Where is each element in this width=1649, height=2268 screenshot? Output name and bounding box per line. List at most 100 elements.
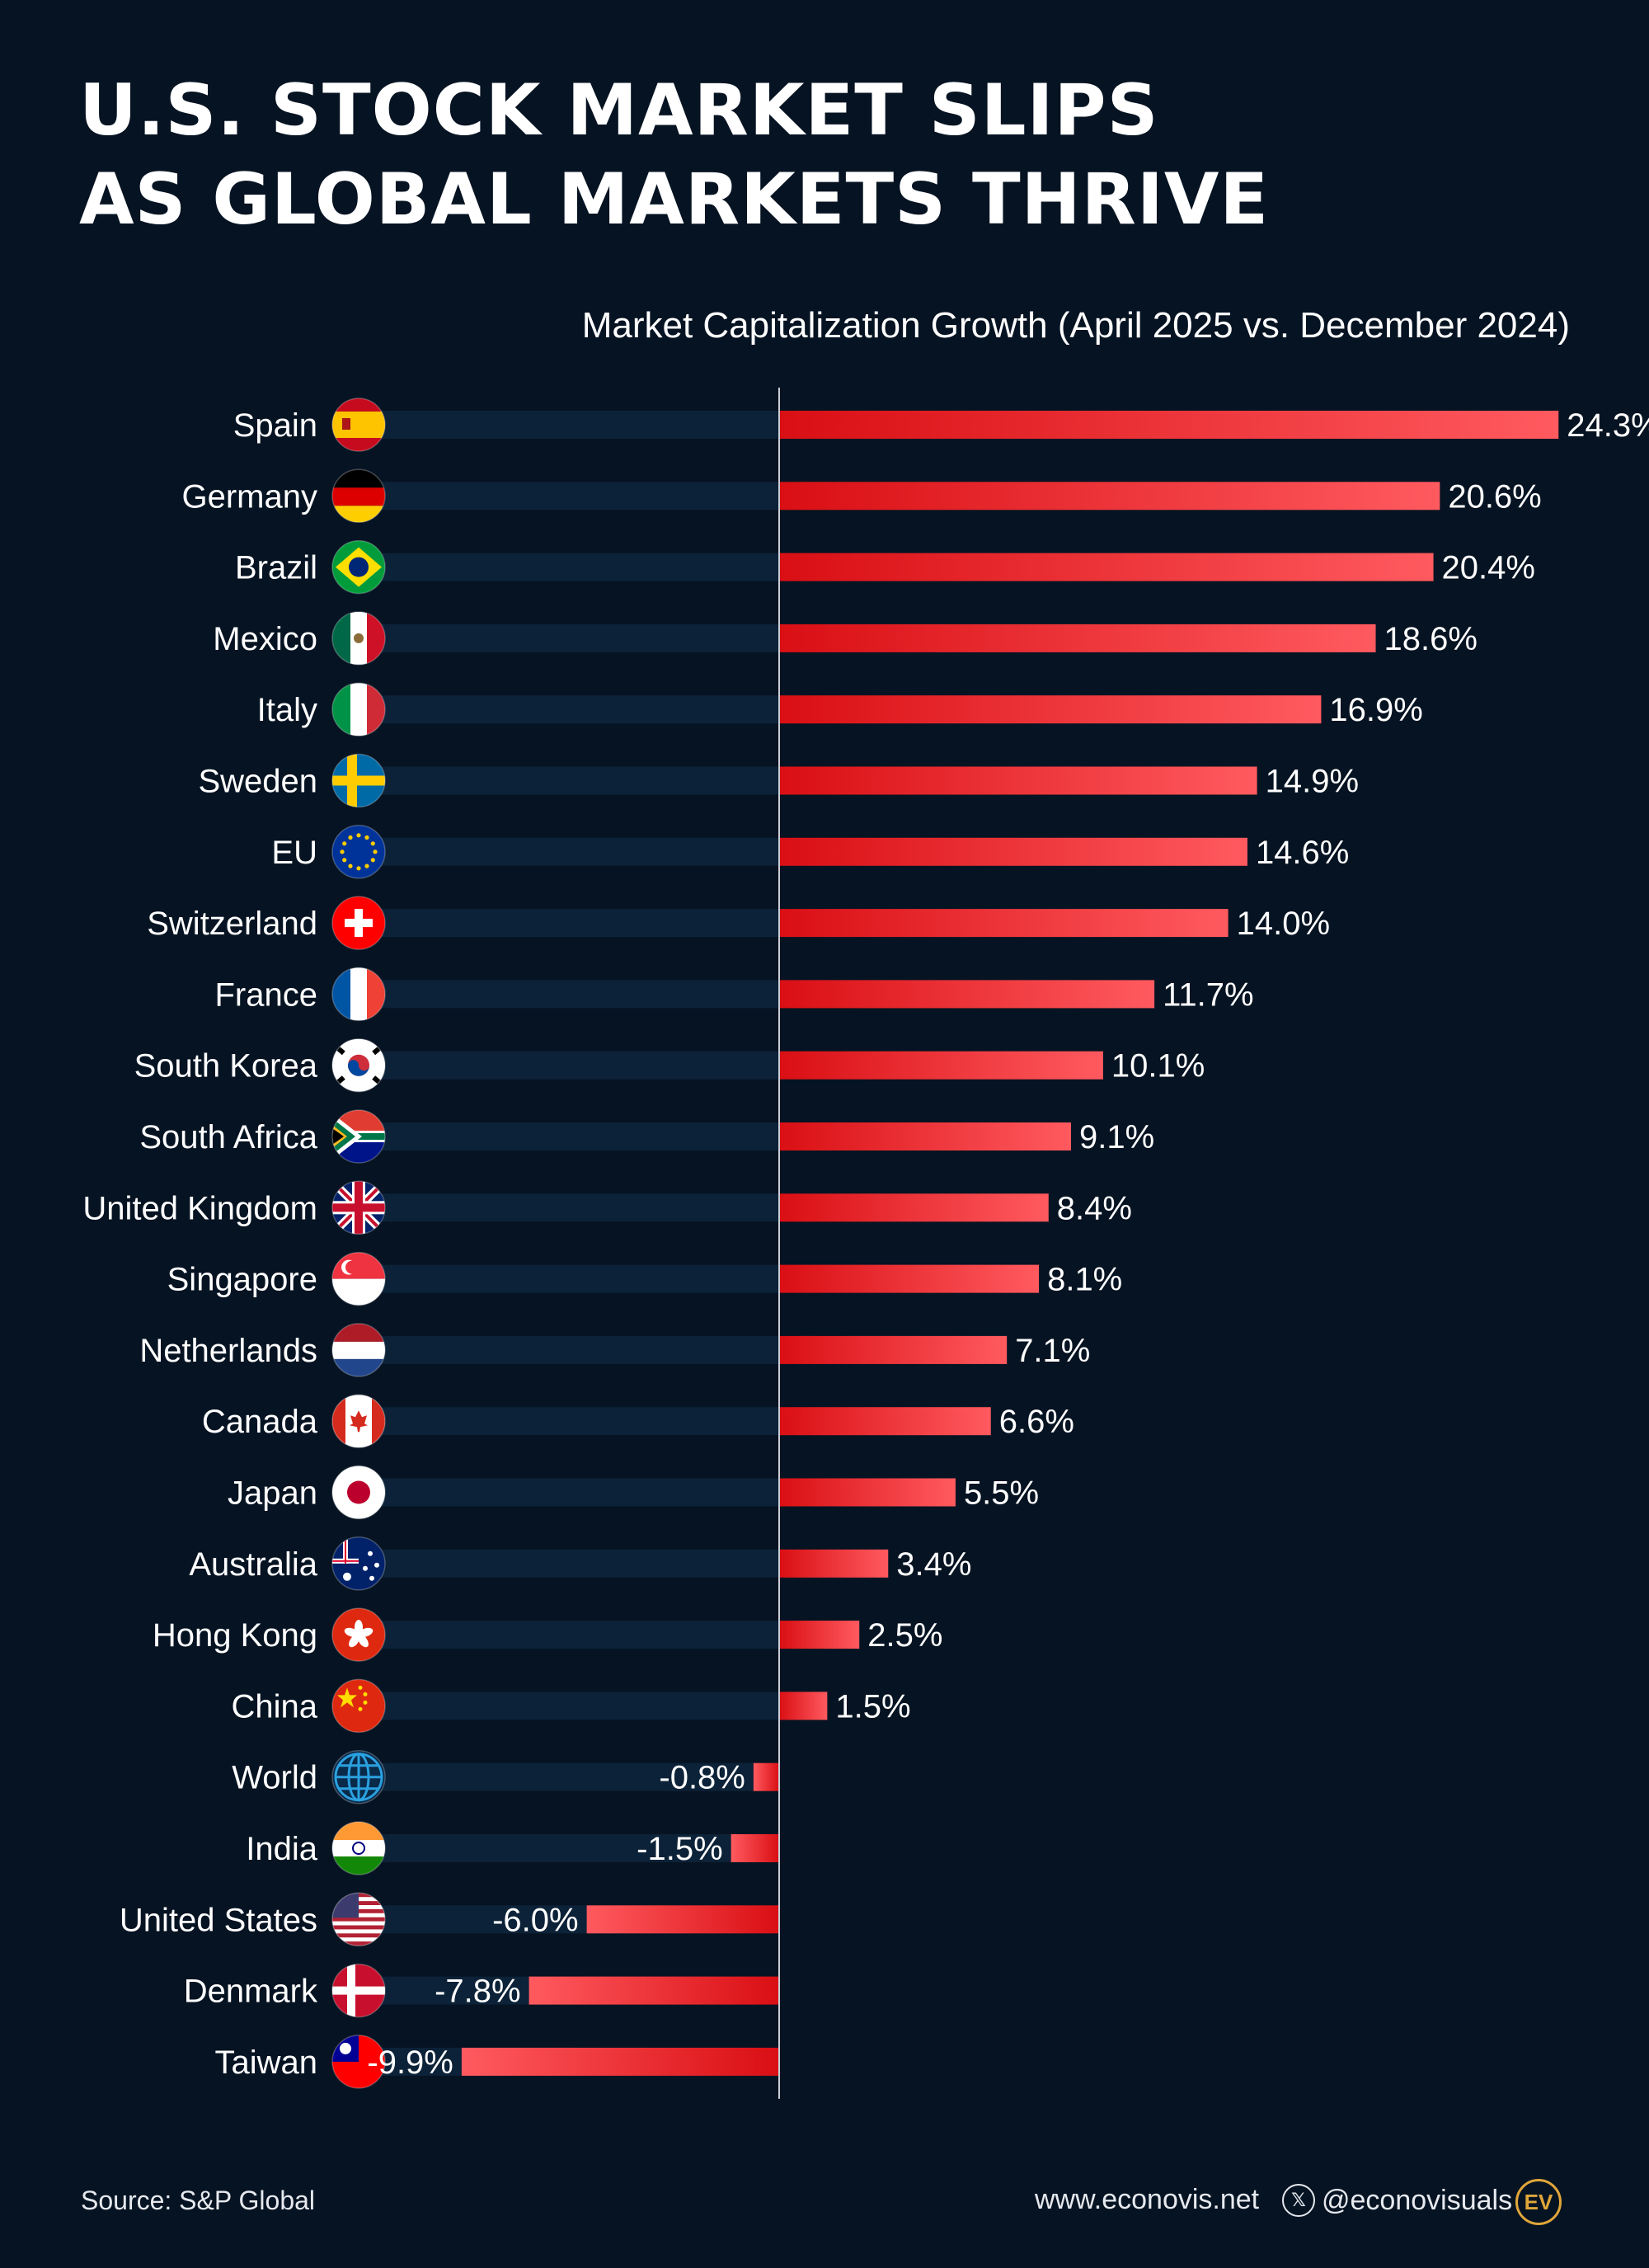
bar-track-south-africa bbox=[375, 1122, 779, 1150]
value-label-switzerland: 14.0% bbox=[1237, 906, 1330, 942]
bar-track-eu bbox=[375, 837, 779, 866]
title-line-2: AS GLOBAL MARKETS THRIVE bbox=[79, 158, 1270, 241]
south-africa-flag-icon bbox=[331, 1109, 386, 1164]
country-label-denmark: Denmark bbox=[184, 1974, 318, 2010]
netherlands-flag-icon bbox=[331, 1323, 386, 1377]
value-label-australia: 3.4% bbox=[896, 1546, 971, 1583]
chart-title: U.S. STOCK MARKET SLIPS AS GLOBAL MARKET… bbox=[79, 66, 1270, 244]
spain-flag-icon bbox=[331, 398, 386, 452]
country-label-italy: Italy bbox=[257, 692, 317, 728]
country-label-south-korea: South Korea bbox=[134, 1048, 318, 1085]
bar-united-states bbox=[586, 1905, 779, 1934]
country-label-brazil: Brazil bbox=[235, 550, 317, 586]
canada-flag-icon bbox=[331, 1394, 386, 1448]
globe-icon bbox=[331, 1749, 386, 1805]
country-label-germany: Germany bbox=[182, 478, 318, 515]
bar-track-japan bbox=[375, 1478, 779, 1507]
italy-flag-icon bbox=[331, 682, 386, 736]
value-label-germany: 20.6% bbox=[1448, 478, 1541, 515]
bar-netherlands bbox=[779, 1335, 1008, 1364]
country-label-china: China bbox=[231, 1688, 317, 1725]
bar-track-china bbox=[375, 1692, 779, 1720]
country-label-india: India bbox=[246, 1831, 317, 1867]
value-label-united-states: -6.0% bbox=[492, 1902, 579, 1938]
bar-track-canada bbox=[375, 1407, 779, 1436]
social-handle-text: @econovisuals bbox=[1322, 2184, 1513, 2216]
value-label-mexico: 18.6% bbox=[1384, 621, 1478, 657]
value-label-canada: 6.6% bbox=[999, 1404, 1074, 1440]
united-states-flag-icon bbox=[331, 1892, 386, 1947]
value-label-italy: 16.9% bbox=[1329, 692, 1422, 728]
bar-track-south-korea bbox=[375, 1051, 779, 1080]
japan-flag-icon bbox=[331, 1465, 386, 1520]
bar-australia bbox=[779, 1549, 889, 1578]
country-label-united-states: United States bbox=[120, 1902, 317, 1938]
bar-sweden bbox=[779, 766, 1257, 795]
bar-chart: Spain 24.3% Germany 20.6% Brazil 20.4% Mexico 1… bbox=[82, 388, 1649, 2099]
value-label-world: -0.8% bbox=[659, 1760, 745, 1796]
value-label-denmark: -7.8% bbox=[435, 1974, 521, 2010]
chart-subtitle: Market Capitalization Growth (April 2025… bbox=[581, 305, 1570, 346]
x-logo-icon: 𝕏 bbox=[1282, 2184, 1315, 2217]
bar-track-united-states bbox=[375, 1905, 587, 1934]
country-label-singapore: Singapore bbox=[167, 1262, 317, 1298]
value-label-singapore: 8.1% bbox=[1047, 1262, 1122, 1298]
bar-track-singapore bbox=[375, 1264, 779, 1293]
sweden-flag-icon bbox=[331, 753, 386, 808]
value-label-china: 1.5% bbox=[835, 1688, 910, 1725]
value-label-taiwan: -9.9% bbox=[367, 2044, 453, 2081]
bar-track-united-kingdom bbox=[375, 1193, 779, 1222]
title-line-1: U.S. STOCK MARKET SLIPS bbox=[79, 69, 1159, 152]
united-kingdom-flag-icon bbox=[331, 1180, 386, 1235]
value-label-eu: 14.6% bbox=[1256, 835, 1349, 871]
bar-track-spain bbox=[375, 411, 779, 439]
country-label-sweden: Sweden bbox=[198, 764, 317, 800]
value-label-hong-kong: 2.5% bbox=[867, 1617, 942, 1654]
bar-mexico bbox=[779, 623, 1376, 652]
value-label-spain: 24.3% bbox=[1567, 407, 1649, 444]
bar-track-italy bbox=[375, 695, 779, 724]
country-label-france: France bbox=[215, 976, 318, 1013]
singapore-flag-icon bbox=[331, 1251, 386, 1306]
bar-track-taiwan bbox=[375, 2047, 462, 2076]
bar-taiwan bbox=[461, 2047, 779, 2076]
bar-canada bbox=[779, 1407, 991, 1436]
bar-world bbox=[753, 1762, 779, 1791]
bar-track-world bbox=[375, 1762, 754, 1791]
bar-track-denmark bbox=[375, 1976, 529, 2005]
bar-track-australia bbox=[375, 1549, 779, 1578]
econovis-logo: EV bbox=[1515, 2179, 1562, 2225]
mexico-flag-icon bbox=[331, 611, 386, 666]
country-label-world: World bbox=[232, 1760, 317, 1796]
bar-hong-kong bbox=[779, 1621, 860, 1649]
germany-flag-icon bbox=[331, 468, 386, 524]
bar-track-mexico bbox=[375, 623, 779, 652]
value-label-south-africa: 9.1% bbox=[1079, 1119, 1154, 1155]
value-label-france: 11.7% bbox=[1163, 976, 1253, 1013]
country-label-spain: Spain bbox=[233, 407, 317, 444]
country-label-australia: Australia bbox=[189, 1546, 317, 1583]
country-label-eu: EU bbox=[271, 835, 317, 871]
bar-eu bbox=[779, 837, 1247, 866]
bar-track-india bbox=[375, 1834, 731, 1862]
bar-denmark bbox=[529, 1976, 779, 2005]
china-flag-icon bbox=[331, 1678, 386, 1734]
bar-track-france bbox=[375, 980, 779, 1009]
india-flag-icon bbox=[331, 1821, 386, 1875]
social-handle[interactable]: 𝕏 @econovisuals bbox=[1282, 2179, 1512, 2222]
bar-spain bbox=[779, 411, 1559, 439]
taiwan-flag-icon bbox=[331, 2035, 386, 2089]
bar-brazil bbox=[779, 553, 1434, 581]
country-label-hong-kong: Hong Kong bbox=[153, 1617, 317, 1654]
bar-track-hong-kong bbox=[375, 1621, 779, 1649]
website-link[interactable]: www.econovis.net bbox=[1035, 2184, 1260, 2215]
bar-japan bbox=[779, 1478, 956, 1507]
switzerland-flag-icon bbox=[331, 896, 386, 950]
brazil-flag-icon bbox=[331, 539, 386, 595]
hong-kong-flag-icon bbox=[331, 1607, 386, 1662]
south-korea-flag-icon bbox=[331, 1038, 386, 1093]
france-flag-icon bbox=[331, 967, 386, 1022]
value-label-brazil: 20.4% bbox=[1442, 550, 1535, 586]
bar-united-kingdom bbox=[779, 1193, 1049, 1222]
value-label-united-kingdom: 8.4% bbox=[1057, 1190, 1132, 1226]
